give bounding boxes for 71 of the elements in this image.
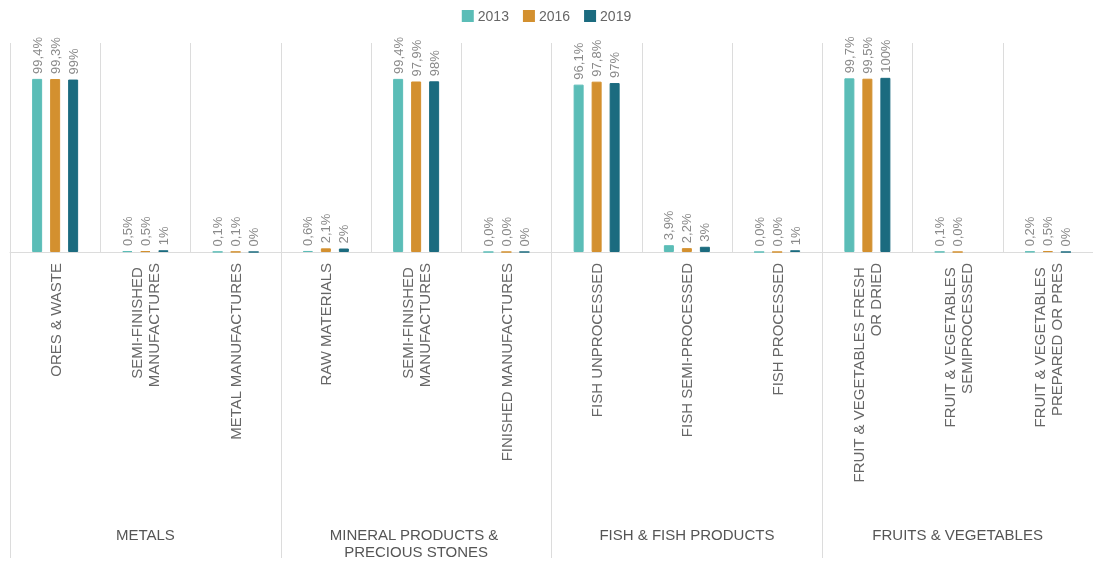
bar bbox=[699, 246, 710, 252]
data-label: 0% bbox=[516, 227, 532, 247]
x-tick-label: FRUIT & VEGETABLES SEMIPROCESSED bbox=[940, 262, 975, 428]
bar bbox=[320, 248, 331, 252]
x-tick-label: METAL MANUFACTURES bbox=[227, 263, 245, 440]
data-label: 99,7% bbox=[841, 36, 857, 74]
bar bbox=[862, 78, 873, 252]
data-label: 0,0% bbox=[769, 216, 785, 247]
bar bbox=[338, 248, 349, 252]
data-label: 99,4% bbox=[390, 36, 406, 74]
legend-label: 2016 bbox=[538, 8, 571, 24]
data-label: 0% bbox=[1058, 227, 1074, 247]
data-label: 0,0% bbox=[950, 216, 966, 247]
data-label: 2,2% bbox=[679, 213, 695, 244]
text: FRUITS & VEGETABLES bbox=[872, 526, 1043, 543]
x-tick-label: FRUIT & VEGETABLES FRESH OR DRIED bbox=[850, 262, 885, 483]
x-tick-label: SEMI-FINISHED MANUFACTURES bbox=[399, 263, 434, 388]
data-label: 0,0% bbox=[751, 216, 767, 247]
data-label: 0,6% bbox=[300, 215, 316, 246]
data-label: 3% bbox=[697, 222, 713, 242]
x-tick-label: ORES & WASTE bbox=[46, 263, 64, 377]
data-label: 100% bbox=[877, 39, 893, 73]
data-label: 3,9% bbox=[661, 210, 677, 241]
data-label: 0,5% bbox=[137, 215, 153, 247]
bar bbox=[68, 79, 79, 252]
data-label: 0,2% bbox=[1022, 216, 1038, 247]
data-label: 0% bbox=[246, 227, 262, 247]
data-label: 2,1% bbox=[318, 213, 334, 244]
data-label: 0,5% bbox=[1040, 215, 1056, 247]
data-label: 99% bbox=[65, 48, 81, 75]
x-tick-label: FISH SEMI-PROCESSED bbox=[678, 262, 696, 438]
x-tick-label: SEMI-FINISHED MANUFACTURES bbox=[128, 263, 163, 388]
bar bbox=[609, 83, 620, 252]
text: MINERAL PRODUCTS & PRECIOUS STONES bbox=[329, 526, 503, 560]
x-tick-label: FRUIT & VEGETABLES PREPARED OR PRES bbox=[1030, 263, 1065, 428]
bar bbox=[663, 245, 674, 252]
bar bbox=[591, 81, 602, 252]
x-tick-label: FISH UNPROCESSED bbox=[588, 262, 606, 418]
x-tick-label: FISH PROCESSED bbox=[768, 262, 786, 396]
data-label: 99,5% bbox=[859, 36, 875, 74]
x-tick-label: FINISHED MANUFACTURES bbox=[497, 263, 515, 462]
data-label: 0,5% bbox=[119, 215, 135, 247]
bar bbox=[880, 77, 891, 252]
data-label: 96,1% bbox=[571, 42, 587, 80]
data-label: 97,8% bbox=[589, 39, 605, 77]
bar bbox=[411, 81, 422, 252]
data-label: 99,3% bbox=[47, 36, 63, 75]
data-label: 1% bbox=[155, 226, 171, 246]
legend-label: 2013 bbox=[477, 8, 510, 24]
data-label: 99,4% bbox=[29, 36, 45, 74]
data-label: 0,0% bbox=[498, 216, 514, 247]
bar bbox=[50, 79, 61, 252]
bar bbox=[573, 84, 584, 252]
data-label: 1% bbox=[787, 226, 803, 246]
data-label: 2% bbox=[336, 224, 352, 244]
legend-label: 2019 bbox=[600, 8, 632, 24]
bar bbox=[393, 78, 404, 252]
text: FISH & FISH PRODUCTS bbox=[599, 526, 775, 543]
x-tick-label: RAW MATERIALS bbox=[317, 263, 335, 386]
bar bbox=[681, 248, 692, 252]
data-label: 98% bbox=[426, 49, 442, 77]
bar bbox=[32, 78, 43, 252]
data-label: 97% bbox=[607, 51, 623, 79]
data-label: 0,1% bbox=[932, 216, 948, 247]
data-label: 0,1% bbox=[210, 216, 226, 247]
bar bbox=[429, 81, 440, 252]
bar bbox=[844, 78, 855, 252]
data-label: 0,0% bbox=[480, 216, 496, 247]
data-label: 0,1% bbox=[228, 216, 244, 247]
data-label: 97,9% bbox=[408, 39, 424, 77]
text: METALS bbox=[115, 526, 175, 543]
